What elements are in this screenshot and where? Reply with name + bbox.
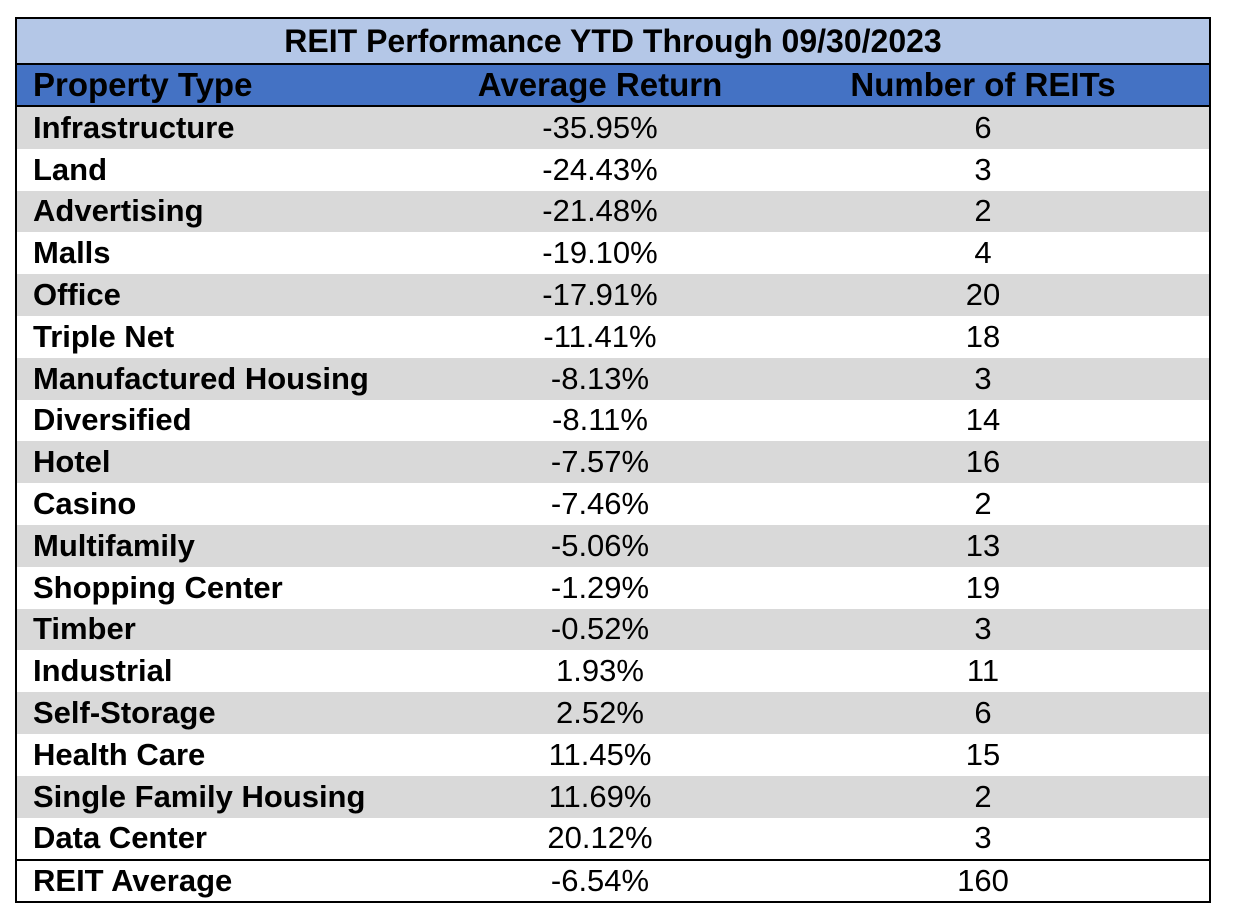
cell-average-return: -0.52% xyxy=(550,611,650,647)
cell-number-of-reits: 4 xyxy=(974,235,992,271)
cell-average-return: -8.13% xyxy=(550,360,650,396)
cell-property-type: Manufactured Housing xyxy=(33,360,369,396)
cell-number-of-reits: 13 xyxy=(965,527,1001,563)
cell-average-return: -7.57% xyxy=(550,444,650,480)
cell-average-return: -24.43% xyxy=(542,151,658,187)
cell-property-type: Diversified xyxy=(33,402,192,438)
header-number-of-reits: Number of REITs xyxy=(850,66,1116,103)
cell-number-of-reits: 2 xyxy=(974,193,992,229)
cell-property-type: Triple Net xyxy=(33,318,175,354)
cell-average-return: -8.11% xyxy=(552,402,648,438)
cell-average-return: -11.41% xyxy=(543,318,657,354)
cell-number-of-reits: 6 xyxy=(974,109,992,145)
table-row: Land -24.43% 3 xyxy=(17,148,1209,191)
cell-average-return: 11.69% xyxy=(548,778,652,814)
table-title: REIT Performance YTD Through 09/30/2023 xyxy=(17,19,1209,65)
cell-property-type: Single Family Housing xyxy=(33,778,366,814)
table-row: Infrastructure -35.95% 6 xyxy=(17,107,1209,149)
table-header-row: Property Type Average Return Number of R… xyxy=(17,65,1209,107)
cell-property-type: Infrastructure xyxy=(33,109,235,145)
cell-number-of-reits: 3 xyxy=(974,611,992,647)
table-row: Casino -7.46% 2 xyxy=(17,483,1209,525)
cell-average-return: -5.06% xyxy=(550,527,650,563)
cell-property-type: Industrial xyxy=(33,653,173,689)
cell-property-type: Office xyxy=(33,277,121,313)
cell-property-type: Multifamily xyxy=(33,527,195,563)
table-row: Industrial 1.93% 11 xyxy=(17,650,1209,693)
table-row: Data Center 20.12% 3 xyxy=(17,817,1209,860)
cell-number-of-reits: 16 xyxy=(965,444,1001,480)
table-row: Self-Storage 2.52% 6 xyxy=(17,692,1209,734)
cell-property-type: Self-Storage xyxy=(33,695,216,731)
cell-average-return: -21.48% xyxy=(542,193,658,229)
cell-number-of-reits: 11 xyxy=(966,653,1000,689)
cell-number-of-reits: 2 xyxy=(974,778,992,814)
cell-property-type: Malls xyxy=(33,235,111,271)
cell-number-of-reits: 2 xyxy=(974,486,992,522)
cell-average-return: -35.95% xyxy=(542,109,658,145)
table-row: Triple Net -11.41% 18 xyxy=(17,315,1209,358)
table-row: Multifamily -5.06% 13 xyxy=(17,524,1209,567)
cell-property-type: Casino xyxy=(33,486,137,522)
reit-performance-table: REIT Performance YTD Through 09/30/2023 … xyxy=(15,17,1211,903)
total-average-return: -6.54% xyxy=(550,863,650,899)
table-row: Single Family Housing 11.69% 2 xyxy=(17,775,1209,818)
table-row: Malls -19.10% 4 xyxy=(17,232,1209,275)
table-row: Office -17.91% 20 xyxy=(17,274,1209,316)
cell-average-return: 1.93% xyxy=(556,653,644,689)
cell-number-of-reits: 3 xyxy=(974,360,992,396)
cell-property-type: Timber xyxy=(33,611,136,647)
table-row: Health Care 11.45% 15 xyxy=(17,733,1209,776)
cell-property-type: Shopping Center xyxy=(33,569,283,605)
header-average-return: Average Return xyxy=(477,66,723,103)
cell-average-return: -1.29% xyxy=(550,569,650,605)
table-row: Timber -0.52% 3 xyxy=(17,608,1209,651)
cell-number-of-reits: 6 xyxy=(974,695,992,731)
cell-average-return: -7.46% xyxy=(550,486,650,522)
cell-number-of-reits: 20 xyxy=(965,277,1001,313)
total-label: REIT Average xyxy=(33,863,233,899)
cell-property-type: Hotel xyxy=(33,444,111,480)
cell-average-return: 20.12% xyxy=(547,820,653,856)
cell-number-of-reits: 18 xyxy=(965,318,1001,354)
table-row: Advertising -21.48% 2 xyxy=(17,190,1209,233)
table-row: Manufactured Housing -8.13% 3 xyxy=(17,357,1209,400)
cell-number-of-reits: 3 xyxy=(974,151,992,187)
cell-number-of-reits: 15 xyxy=(965,736,1001,772)
table-row: Shopping Center -1.29% 19 xyxy=(17,566,1209,609)
cell-number-of-reits: 14 xyxy=(965,402,1001,438)
cell-property-type: Advertising xyxy=(33,193,204,229)
cell-property-type: Health Care xyxy=(33,736,206,772)
cell-average-return: -17.91% xyxy=(542,277,658,313)
cell-property-type: Land xyxy=(33,151,108,187)
table-row: Hotel -7.57% 16 xyxy=(17,441,1209,484)
total-number-of-reits: 160 xyxy=(957,863,1009,899)
cell-property-type: Data Center xyxy=(33,820,207,856)
cell-average-return: 11.45% xyxy=(548,736,652,772)
cell-number-of-reits: 3 xyxy=(974,820,992,856)
cell-number-of-reits: 19 xyxy=(965,569,1001,605)
cell-average-return: -19.10% xyxy=(542,235,658,271)
header-property-type: Property Type xyxy=(33,66,253,103)
table-row: Diversified -8.11% 14 xyxy=(17,399,1209,442)
table-body: Infrastructure -35.95% 6 Land -24.43% 3 Advert… xyxy=(17,107,1209,860)
cell-average-return: 2.52% xyxy=(556,695,644,731)
table-total-row: REIT Average -6.54% 160 xyxy=(17,859,1209,901)
